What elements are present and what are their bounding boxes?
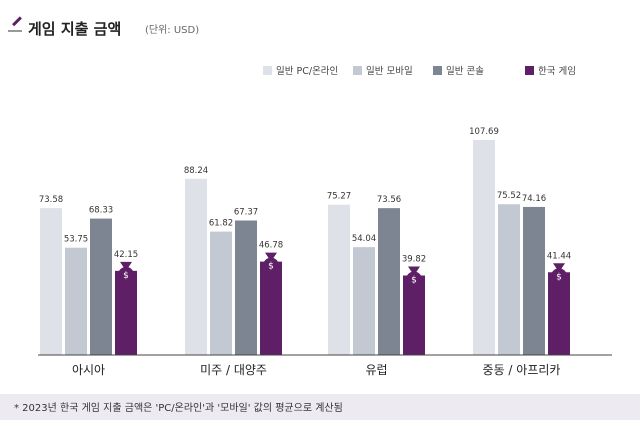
- bar-1-1: [210, 231, 232, 355]
- money-bag-icon: $: [263, 252, 279, 274]
- value-label: 46.78: [259, 241, 283, 251]
- bar-2-2: [378, 208, 400, 355]
- legend: 일반 PC/온라인 일반 모바일 일반 콘솔 한국 게임: [263, 65, 576, 77]
- legend-label: 일반 콘솔: [446, 66, 484, 77]
- footnote: * 2023년 한국 게임 지출 금액은 'PC/온라인'과 '모바일' 값의 …: [14, 403, 343, 414]
- bar-3-0: [473, 140, 495, 355]
- bar-2-3: [403, 275, 425, 355]
- dollar-sign: $: [123, 271, 129, 281]
- bar-0-0: [40, 208, 62, 355]
- value-label: 75.27: [327, 192, 351, 202]
- bar-3-2: [523, 206, 545, 355]
- value-label: 42.15: [114, 250, 138, 260]
- money-bag-icon: $: [406, 266, 422, 288]
- legend-label: 한국 게임: [538, 65, 576, 77]
- chart-title: 게임 지출 금액: [28, 20, 121, 38]
- bar-2-0: [328, 204, 350, 355]
- bar-2-1: [353, 247, 375, 355]
- legend-swatch: [433, 66, 442, 75]
- legend-label: 일반 모바일: [366, 66, 413, 77]
- bar-1-2: [235, 220, 257, 355]
- legend-swatch: [263, 66, 272, 75]
- unit-label: (단위: USD): [145, 23, 199, 36]
- legend-swatch: [525, 66, 534, 75]
- value-label: 61.82: [209, 219, 233, 229]
- legend-label: 일반 PC/온라인: [276, 66, 338, 77]
- value-label: 39.82: [402, 255, 426, 265]
- value-label: 67.37: [234, 207, 258, 217]
- value-label: 73.58: [39, 195, 63, 205]
- bar-0-2: [90, 218, 112, 355]
- category-label: 아시아: [72, 363, 105, 377]
- bar-0-3: [115, 270, 137, 355]
- bar-3-3: [548, 272, 570, 355]
- value-label: 74.16: [522, 194, 546, 204]
- bar-3-1: [498, 204, 520, 355]
- value-label: 41.44: [547, 251, 571, 261]
- category-label: 미주 / 대양주: [200, 363, 267, 377]
- bar-1-3: [260, 261, 282, 355]
- value-label: 88.24: [184, 166, 208, 176]
- pencil-icon: [8, 16, 22, 32]
- legend-swatch: [353, 66, 362, 75]
- value-label: 73.56: [377, 195, 401, 205]
- category-label: 유럽: [365, 363, 387, 377]
- money-bag-icon: $: [118, 261, 134, 283]
- money-bag-icon: $: [551, 263, 567, 285]
- category-labels: 아시아 미주 / 대양주 유럽 중동 / 아프리카: [72, 363, 561, 377]
- bar-0-1: [65, 247, 87, 355]
- dollar-sign: $: [268, 262, 274, 272]
- value-label: 53.75: [64, 235, 88, 245]
- dollar-sign: $: [556, 272, 562, 282]
- value-label: 75.52: [497, 191, 521, 201]
- category-label: 중동 / 아프리카: [483, 363, 561, 377]
- bar-1-0: [185, 178, 207, 355]
- footnote-bar: [0, 394, 640, 420]
- value-label: 68.33: [89, 206, 113, 216]
- bars: [40, 140, 570, 355]
- dollar-sign: $: [411, 276, 417, 286]
- value-label: 54.04: [352, 234, 376, 244]
- value-label: 107.69: [469, 127, 499, 137]
